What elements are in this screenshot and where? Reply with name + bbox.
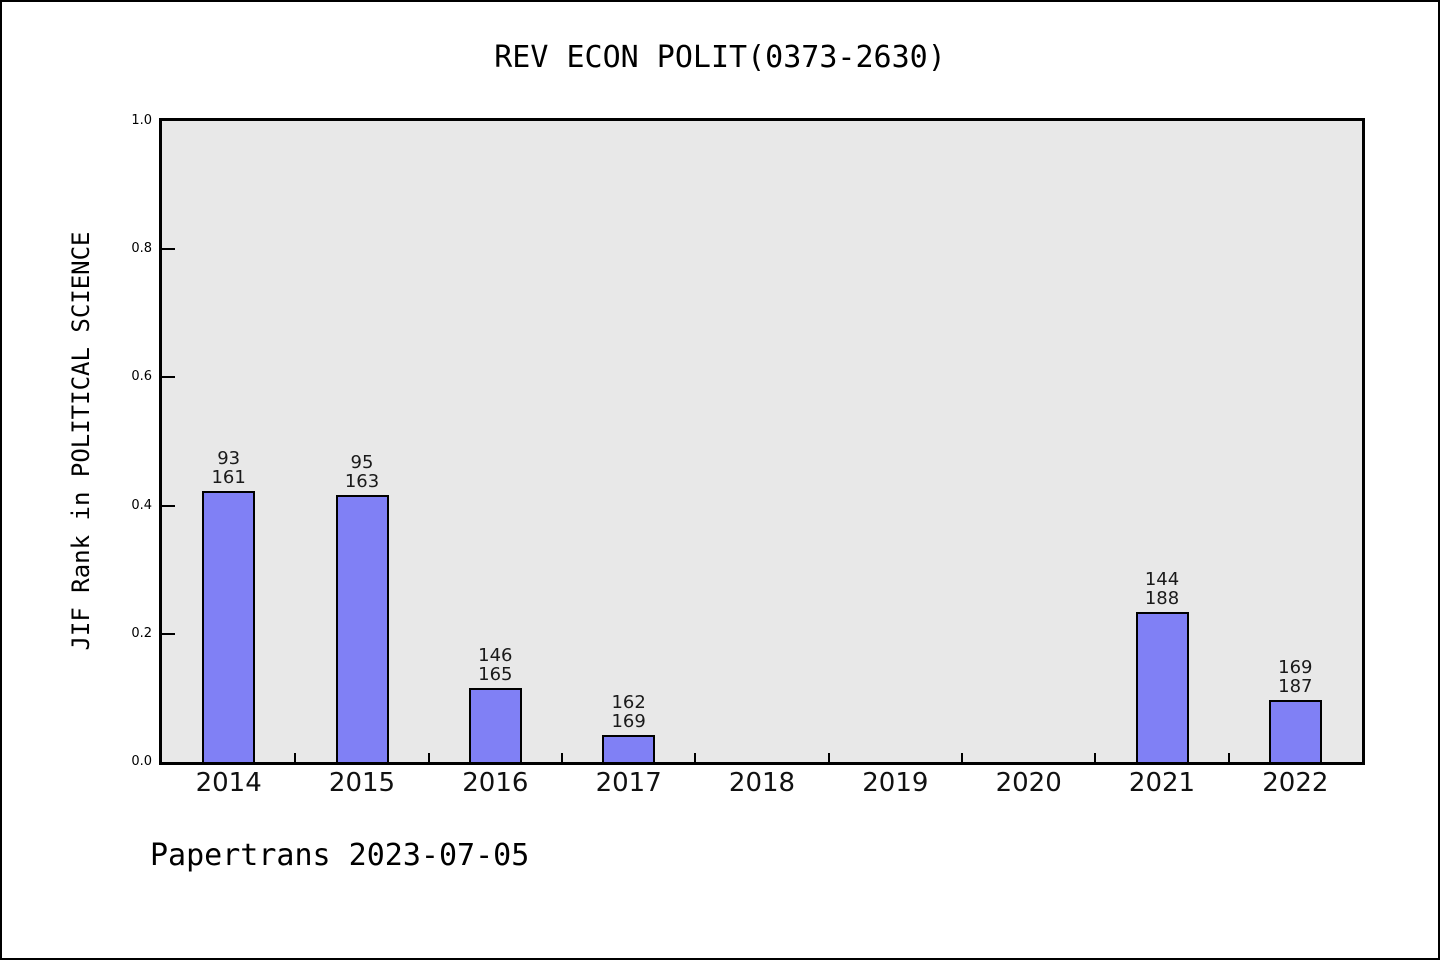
y-axis-label: JIF Rank in POLITICAL SCIENCE bbox=[67, 231, 95, 651]
bar-label-line: 144 bbox=[1144, 569, 1180, 590]
y-tick-label: 0.2 bbox=[131, 625, 152, 641]
bar-label-line: 162 bbox=[611, 692, 646, 713]
x-tick-mark bbox=[961, 753, 963, 762]
x-tick-label: 2014 bbox=[195, 768, 262, 798]
bar-label-line: 146 bbox=[478, 645, 513, 666]
x-tick-label: 2016 bbox=[462, 768, 529, 798]
bar-label-line: 163 bbox=[344, 471, 380, 492]
y-tick-label: 0.0 bbox=[131, 754, 152, 769]
x-tick-label: 2021 bbox=[1128, 768, 1196, 798]
y-tick-label: 0.8 bbox=[131, 241, 152, 257]
bar-label: 162 169 bbox=[562, 693, 695, 731]
y-tick-label: 0.6 bbox=[131, 369, 152, 385]
x-tick-mark bbox=[1094, 753, 1097, 762]
bar bbox=[602, 735, 656, 762]
bar bbox=[335, 495, 389, 762]
x-tick-mark bbox=[827, 753, 830, 762]
y-tick-mark bbox=[162, 248, 175, 251]
x-tick-mark bbox=[694, 753, 697, 762]
y-tick-mark bbox=[162, 376, 175, 379]
bar-label-line: 169 bbox=[611, 711, 646, 732]
x-tick-label: 2015 bbox=[328, 768, 396, 798]
bar-label: 144 188 bbox=[1095, 570, 1228, 608]
plot-area: 93 161 95 163 146 165 162 169 144 188 169 187 bbox=[159, 118, 1365, 765]
watermark-text: Papertrans 2023-07-05 bbox=[150, 838, 530, 873]
bar bbox=[1268, 700, 1322, 762]
bar bbox=[202, 491, 256, 762]
x-tick-mark bbox=[1227, 753, 1230, 762]
bar-label-line: 95 bbox=[350, 452, 374, 473]
bar-label-line: 165 bbox=[478, 664, 513, 685]
bar-label-line: 187 bbox=[1278, 676, 1313, 697]
bar-label: 146 165 bbox=[429, 646, 562, 684]
x-tick-label: 2017 bbox=[595, 768, 662, 798]
x-tick-label: 2022 bbox=[1262, 768, 1329, 798]
bar bbox=[1135, 612, 1189, 762]
bar-label-line: 188 bbox=[1144, 588, 1180, 609]
bar-label: 93 161 bbox=[162, 449, 295, 487]
bar-label-line: 93 bbox=[217, 448, 241, 469]
x-tick-mark bbox=[561, 753, 563, 762]
y-tick-mark bbox=[162, 504, 175, 507]
y-tick-mark bbox=[162, 632, 175, 635]
bar bbox=[468, 688, 522, 762]
bar-label-line: 169 bbox=[1278, 657, 1313, 678]
bar-label: 169 187 bbox=[1229, 658, 1362, 696]
x-tick-mark bbox=[427, 753, 430, 762]
y-tick-label: 0.4 bbox=[131, 497, 152, 513]
bar-label: 95 163 bbox=[295, 453, 428, 491]
chart-title: REV ECON POLIT(0373-2630) bbox=[494, 40, 946, 75]
bar-label-line: 161 bbox=[211, 467, 246, 488]
y-tick-label: 1.0 bbox=[131, 113, 152, 128]
x-tick-label: 2020 bbox=[995, 768, 1062, 798]
x-tick-mark bbox=[294, 753, 297, 762]
x-tick-label: 2019 bbox=[862, 768, 929, 798]
x-tick-label: 2018 bbox=[728, 768, 796, 798]
